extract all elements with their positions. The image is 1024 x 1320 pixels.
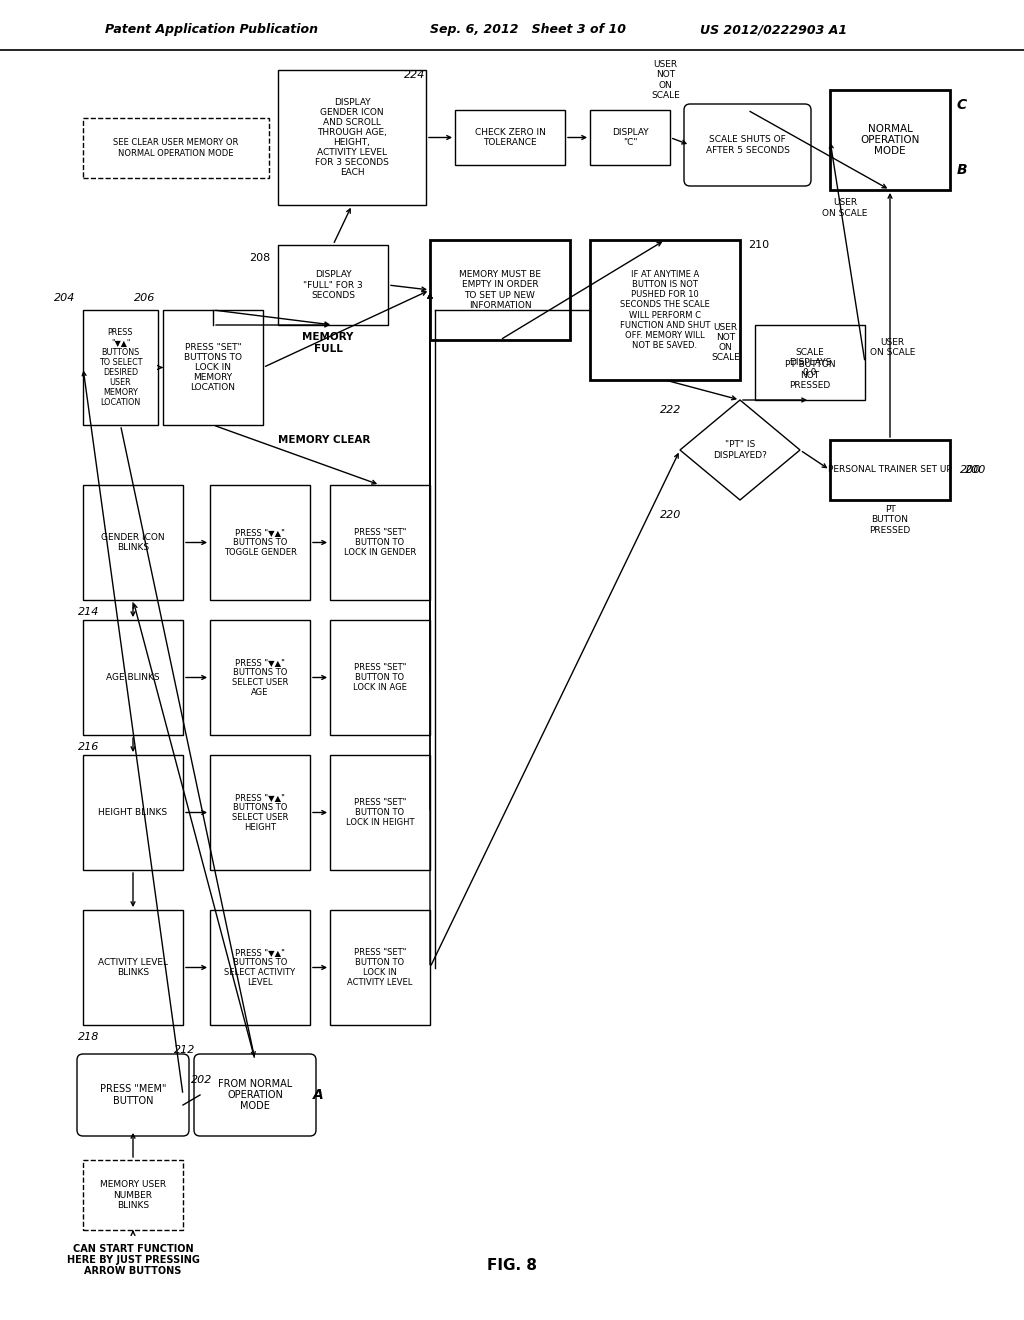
Text: PT BUTTON
NOT
PRESSED: PT BUTTON NOT PRESSED [784,360,836,389]
Text: DISPLAY
GENDER ICON
AND SCROLL
THROUGH AGE,
HEIGHT,
ACTIVITY LEVEL
FOR 3 SECONDS: DISPLAY GENDER ICON AND SCROLL THROUGH A… [315,98,389,177]
Text: PRESS "SET"
BUTTON TO
LOCK IN GENDER: PRESS "SET" BUTTON TO LOCK IN GENDER [344,528,416,557]
Text: PRESS "▼▲"
BUTTONS TO
TOGGLE GENDER: PRESS "▼▲" BUTTONS TO TOGGLE GENDER [223,528,296,557]
Text: PRESS "▼▲"
BUTTONS TO
SELECT ACTIVITY
LEVEL: PRESS "▼▲" BUTTONS TO SELECT ACTIVITY LE… [224,948,296,987]
Text: MEMORY CLEAR: MEMORY CLEAR [278,436,371,445]
Text: Sep. 6, 2012   Sheet 3 of 10: Sep. 6, 2012 Sheet 3 of 10 [430,24,626,37]
Text: MEMORY
FULL: MEMORY FULL [302,333,353,354]
Text: 224: 224 [404,70,426,81]
Text: USER
ON SCALE: USER ON SCALE [870,338,915,356]
Text: FIG. 8: FIG. 8 [487,1258,537,1272]
FancyBboxPatch shape [77,1053,189,1137]
FancyBboxPatch shape [684,104,811,186]
Text: PERSONAL TRAINER SET UP: PERSONAL TRAINER SET UP [828,466,952,474]
FancyBboxPatch shape [83,484,183,601]
Text: B: B [956,162,968,177]
FancyBboxPatch shape [430,240,570,341]
FancyBboxPatch shape [210,620,310,735]
FancyBboxPatch shape [830,440,950,500]
FancyBboxPatch shape [210,909,310,1026]
Text: 200: 200 [961,465,981,475]
Text: ACTIVITY LEVEL
BLINKS: ACTIVITY LEVEL BLINKS [98,958,168,977]
Text: PT
BUTTON
PRESSED: PT BUTTON PRESSED [869,506,910,535]
Text: PRESS "SET"
BUTTON TO
LOCK IN AGE: PRESS "SET" BUTTON TO LOCK IN AGE [353,663,407,692]
Text: AGE BLINKS: AGE BLINKS [106,673,160,682]
Text: PRESS "▼▲"
BUTTONS TO
SELECT USER
AGE: PRESS "▼▲" BUTTONS TO SELECT USER AGE [231,657,288,697]
Text: 200: 200 [965,465,986,475]
FancyBboxPatch shape [83,755,183,870]
Text: 204: 204 [53,293,75,304]
Text: "PT" IS
DISPLAYED?: "PT" IS DISPLAYED? [713,441,767,459]
Text: 206: 206 [133,293,155,304]
Text: HEIGHT BLINKS: HEIGHT BLINKS [98,808,168,817]
Text: PRESS "MEM"
BUTTON: PRESS "MEM" BUTTON [99,1085,166,1106]
Text: PRESS "SET"
BUTTON TO
LOCK IN
ACTIVITY LEVEL: PRESS "SET" BUTTON TO LOCK IN ACTIVITY L… [347,948,413,987]
Text: US 2012/0222903 A1: US 2012/0222903 A1 [700,24,847,37]
Text: NORMAL
OPERATION
MODE: NORMAL OPERATION MODE [860,124,920,156]
FancyBboxPatch shape [83,1160,183,1230]
Text: PRESS "▼▲"
BUTTONS TO
SELECT USER
HEIGHT: PRESS "▼▲" BUTTONS TO SELECT USER HEIGHT [231,793,288,832]
FancyBboxPatch shape [590,110,670,165]
FancyBboxPatch shape [590,240,740,380]
FancyBboxPatch shape [163,310,263,425]
FancyBboxPatch shape [83,620,183,735]
Text: SCALE SHUTS OF
AFTER 5 SECONDS: SCALE SHUTS OF AFTER 5 SECONDS [706,136,790,154]
FancyBboxPatch shape [194,1053,316,1137]
FancyBboxPatch shape [210,484,310,601]
Text: PRESS "SET"
BUTTONS TO
LOCK IN
MEMORY
LOCATION: PRESS "SET" BUTTONS TO LOCK IN MEMORY LO… [184,343,242,392]
FancyBboxPatch shape [278,246,388,325]
Text: PRESS "SET"
BUTTON TO
LOCK IN HEIGHT: PRESS "SET" BUTTON TO LOCK IN HEIGHT [346,799,415,828]
Text: PRESS
"▼▲"
BUTTONS
TO SELECT
DESIRED
USER
MEMORY
LOCATION: PRESS "▼▲" BUTTONS TO SELECT DESIRED USE… [98,327,142,407]
Text: MEMORY MUST BE
EMPTY IN ORDER
TO SET UP NEW
INFORMATION: MEMORY MUST BE EMPTY IN ORDER TO SET UP … [459,271,541,310]
Text: DISPLAY
"FULL" FOR 3
SECONDS: DISPLAY "FULL" FOR 3 SECONDS [303,271,362,300]
FancyBboxPatch shape [83,310,158,425]
Text: 216: 216 [78,742,99,752]
Text: 208: 208 [249,253,270,263]
Text: IF AT ANYTIME A
BUTTON IS NOT
PUSHED FOR 10
SECONDS THE SCALE
WILL PERFORM C
FUN: IF AT ANYTIME A BUTTON IS NOT PUSHED FOR… [620,271,711,350]
FancyBboxPatch shape [330,484,430,601]
Text: 222: 222 [660,405,681,414]
Text: Patent Application Publication: Patent Application Publication [105,24,318,37]
FancyBboxPatch shape [330,620,430,735]
Text: C: C [957,98,967,112]
FancyBboxPatch shape [330,909,430,1026]
FancyBboxPatch shape [210,755,310,870]
FancyBboxPatch shape [830,90,950,190]
FancyBboxPatch shape [278,70,426,205]
FancyBboxPatch shape [330,755,430,870]
Text: 218: 218 [78,1032,99,1041]
Text: CHECK ZERO IN
TOLERANCE: CHECK ZERO IN TOLERANCE [474,128,546,147]
Text: FROM NORMAL
OPERATION
MODE: FROM NORMAL OPERATION MODE [218,1078,292,1111]
Text: SCALE
DISPLAYS
0.0: SCALE DISPLAYS 0.0 [788,348,831,378]
Text: CAN START FUNCTION
HERE BY JUST PRESSING
ARROW BUTTONS: CAN START FUNCTION HERE BY JUST PRESSING… [67,1243,200,1276]
Text: MEMORY USER
NUMBER
BLINKS: MEMORY USER NUMBER BLINKS [100,1180,166,1209]
Text: USER
ON SCALE: USER ON SCALE [822,198,867,218]
Text: DISPLAY
"C": DISPLAY "C" [611,128,648,147]
FancyBboxPatch shape [755,325,865,400]
Text: 220: 220 [660,510,681,520]
Text: 202: 202 [191,1074,212,1085]
Text: USER
NOT
ON
SCALE: USER NOT ON SCALE [712,323,740,362]
Polygon shape [680,400,800,500]
Text: 210: 210 [748,240,769,249]
FancyBboxPatch shape [83,117,269,178]
Text: SEE CLEAR USER MEMORY OR
NORMAL OPERATION MODE: SEE CLEAR USER MEMORY OR NORMAL OPERATIO… [114,139,239,157]
Text: USER
NOT
ON
SCALE: USER NOT ON SCALE [651,61,680,99]
Text: 212: 212 [174,1045,195,1055]
FancyBboxPatch shape [455,110,565,165]
FancyBboxPatch shape [83,909,183,1026]
Text: GENDER ICON
BLINKS: GENDER ICON BLINKS [101,533,165,552]
Text: 214: 214 [78,607,99,616]
Text: A: A [312,1088,324,1102]
